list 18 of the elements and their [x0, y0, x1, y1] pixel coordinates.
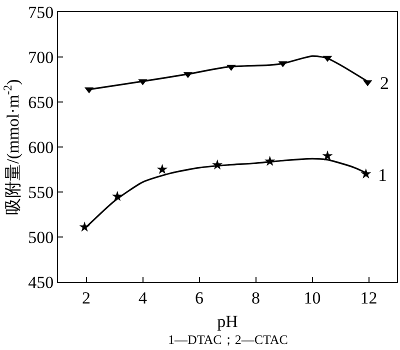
y-tick-label: 600	[28, 138, 54, 157]
y-tick-label: 700	[28, 48, 54, 67]
y-tick-label: 550	[28, 182, 54, 202]
x-tick-label: 12	[360, 288, 378, 308]
x-tick-label: 4	[138, 288, 148, 308]
series-label: 2	[380, 73, 389, 93]
y-tick-label: 750	[28, 2, 54, 22]
x-tick-label: 6	[195, 288, 204, 308]
x-tick-label: 10	[304, 288, 321, 308]
x-tick-label: 2	[82, 288, 90, 308]
point	[156, 164, 168, 174]
x-axis-title: pH	[217, 312, 238, 331]
y-tick-label: 650	[28, 92, 54, 112]
y-tick-label: 450	[28, 272, 54, 292]
text: 1—DTAC；2—CTAC	[168, 332, 288, 347]
y-tick-label: 500	[28, 228, 54, 247]
x-tick-label: 8	[252, 288, 260, 308]
series-label: 1	[378, 165, 387, 185]
